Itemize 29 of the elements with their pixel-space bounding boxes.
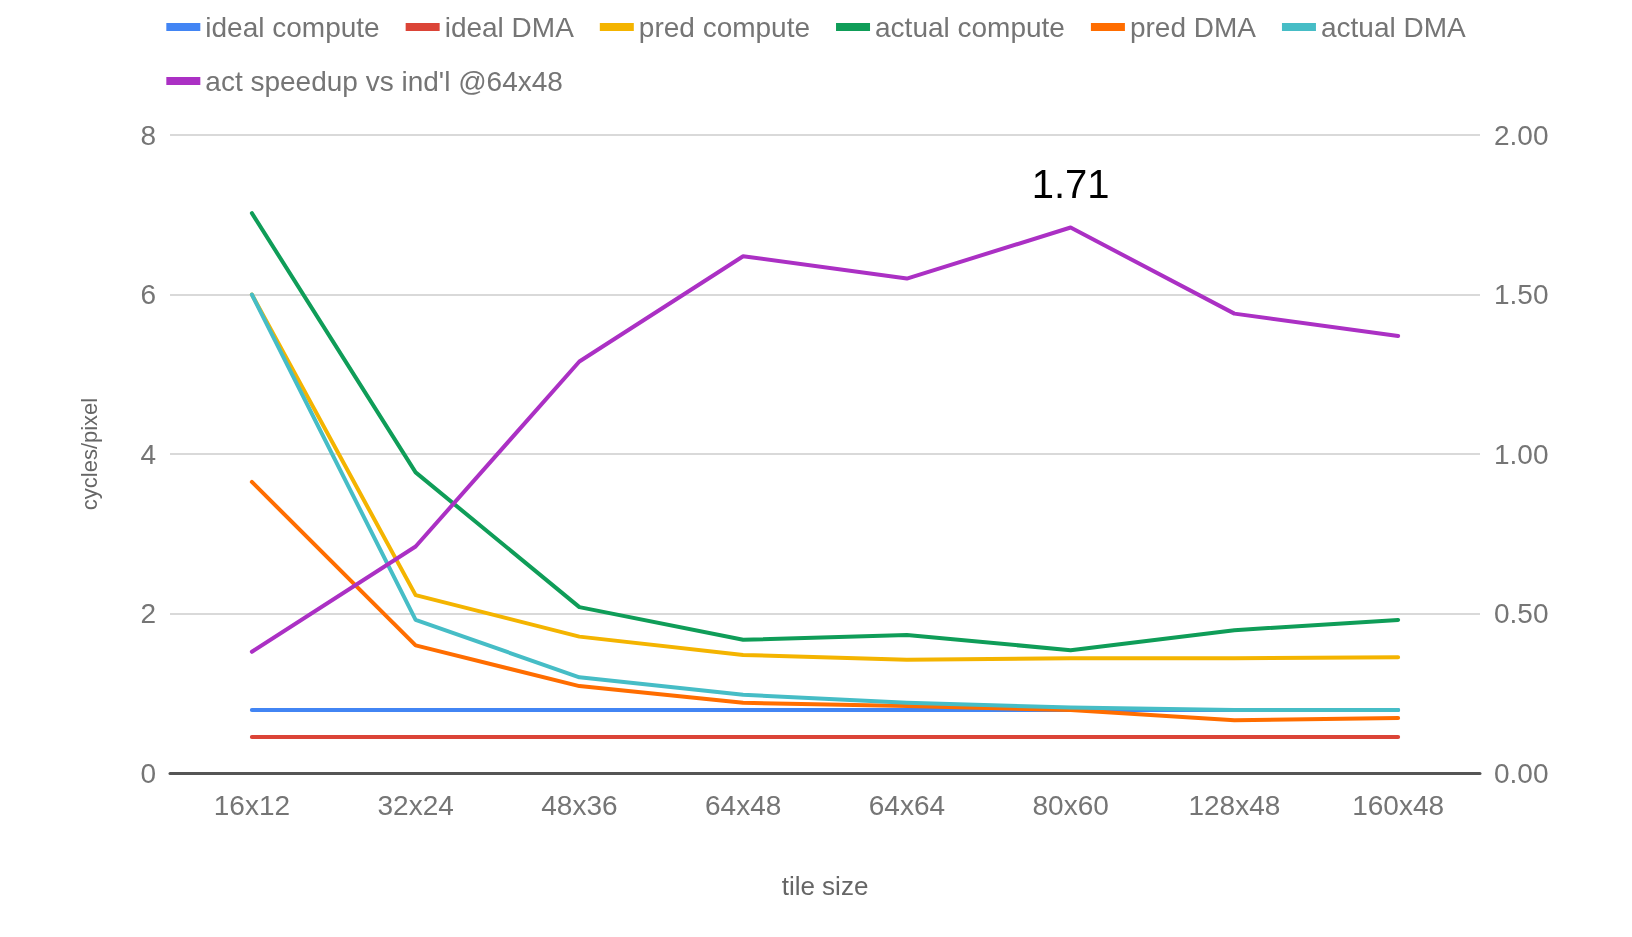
line-series (249, 479, 1401, 723)
legend-label: ideal compute (205, 11, 380, 43)
x-tick-label: 80x60 (1032, 789, 1109, 821)
legend-label: actual DMA (1320, 11, 1466, 43)
x-tick-label: 64x48 (704, 789, 782, 821)
y-tick-label: 2 (140, 598, 156, 629)
y2-tick-label: 0.50 (1494, 598, 1549, 629)
legend-label: pred DMA (1129, 11, 1257, 43)
legend-label: ideal DMA (444, 11, 575, 43)
data-label: 1.71 (1031, 161, 1110, 206)
x-tick-label: 128x48 (1188, 789, 1281, 821)
x-axis-title: tile size (781, 871, 869, 901)
y-tick-label: 0 (140, 757, 156, 789)
legend-label: pred compute (638, 11, 811, 43)
x-tick-label: 32x24 (377, 789, 454, 821)
y-axis-title: cycles/pixel (76, 397, 102, 511)
y-tick-label: 8 (140, 119, 156, 151)
legend-label: act speedup vs ind'l @64x48 (205, 65, 563, 97)
legend-label: actual compute (875, 11, 1065, 43)
y-tick-label: 4 (140, 438, 156, 470)
x-tick-label: 160x48 (1352, 789, 1445, 821)
y2-tick-label: 2.00 (1494, 119, 1549, 151)
y2-tick-label: 1.00 (1494, 438, 1549, 470)
y2-tick-label: 0.00 (1494, 757, 1549, 789)
x-tick-label: 16x12 (213, 789, 291, 821)
y-tick-label: 6 (140, 279, 156, 310)
y2-tick-label: 1.50 (1494, 279, 1549, 310)
x-tick-label: 64x64 (868, 789, 946, 821)
x-tick-label: 48x36 (541, 789, 618, 821)
